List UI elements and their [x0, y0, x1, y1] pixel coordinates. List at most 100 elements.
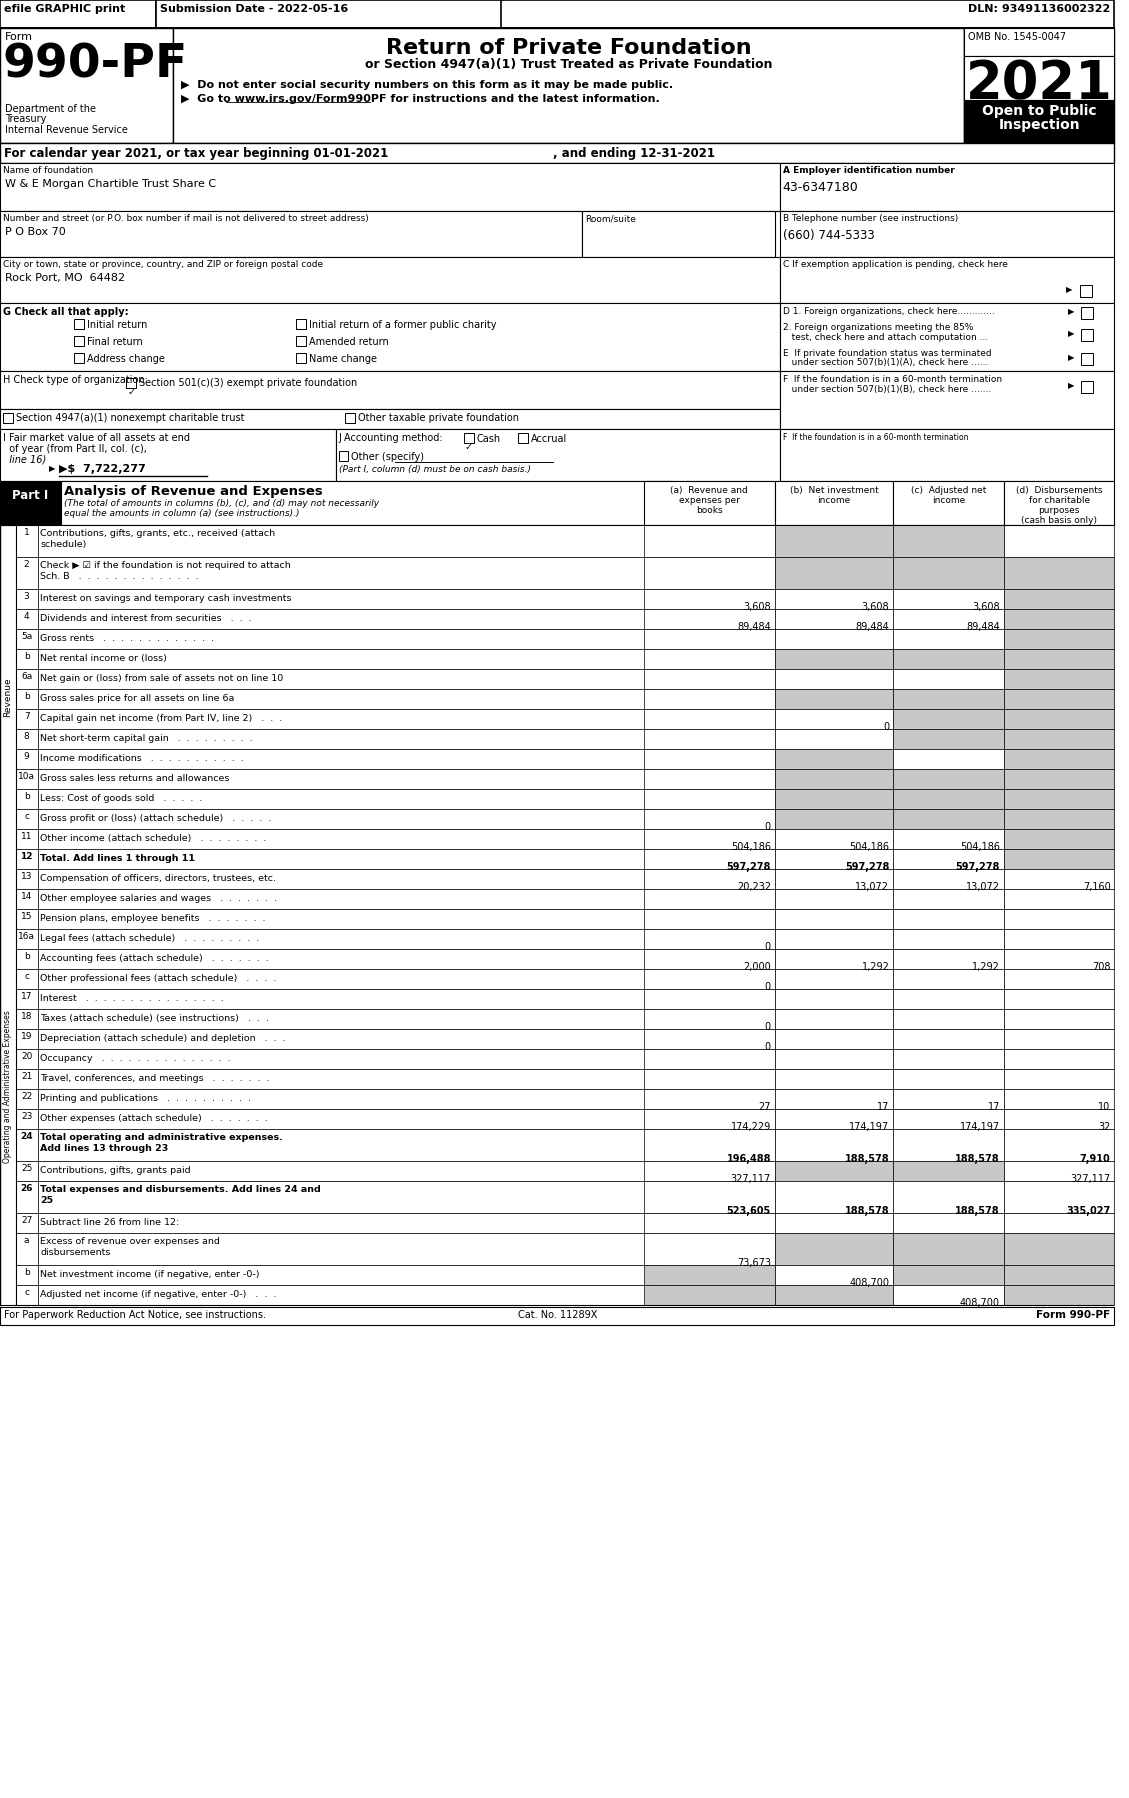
- Text: Interest on savings and temporary cash investments: Interest on savings and temporary cash i…: [41, 593, 292, 602]
- Bar: [37, 1286, 659, 1305]
- Text: 3,608: 3,608: [972, 602, 1000, 611]
- Bar: [75, 352, 84, 363]
- Bar: [16, 989, 37, 1009]
- Text: (a)  Revenue and: (a) Revenue and: [671, 485, 749, 494]
- Bar: [1004, 969, 1114, 989]
- Text: H Check type of organization:: H Check type of organization:: [3, 376, 148, 385]
- Text: 0: 0: [764, 822, 771, 832]
- Text: 19: 19: [21, 1032, 33, 1041]
- Bar: [296, 352, 306, 363]
- Text: 0: 0: [764, 1021, 771, 1032]
- Bar: [644, 910, 774, 930]
- Text: (cash basis only): (cash basis only): [1022, 516, 1097, 525]
- Text: 20: 20: [21, 1052, 33, 1061]
- Bar: [37, 708, 659, 728]
- Text: a: a: [24, 1235, 29, 1244]
- Text: Initial return: Initial return: [87, 320, 147, 331]
- Bar: [464, 433, 474, 442]
- Bar: [0, 144, 1114, 164]
- Bar: [16, 629, 37, 649]
- Bar: [774, 949, 893, 969]
- Text: Taxes (attach schedule) (see instructions)   .  .  .: Taxes (attach schedule) (see instruction…: [41, 1014, 270, 1023]
- Text: income: income: [933, 496, 965, 505]
- Text: Subtract line 26 from line 12:: Subtract line 26 from line 12:: [41, 1217, 180, 1226]
- Bar: [335, 430, 780, 482]
- Text: 2,000: 2,000: [743, 962, 771, 973]
- Bar: [893, 1129, 1004, 1162]
- Text: Adjusted net income (if negative, enter -0-)   .  .  .: Adjusted net income (if negative, enter …: [41, 1289, 277, 1298]
- Bar: [893, 1109, 1004, 1129]
- Bar: [37, 1129, 659, 1162]
- Bar: [1004, 590, 1114, 610]
- Text: ✓: ✓: [465, 442, 473, 451]
- Bar: [37, 989, 659, 1009]
- Text: under section 507(b)(1)(A), check here ......: under section 507(b)(1)(A), check here .…: [782, 358, 988, 367]
- Bar: [893, 708, 1004, 728]
- Bar: [774, 888, 893, 910]
- Bar: [644, 829, 774, 849]
- Bar: [1080, 329, 1093, 342]
- Text: 408,700: 408,700: [849, 1278, 890, 1287]
- Text: 7,160: 7,160: [1083, 883, 1111, 892]
- Text: 10a: 10a: [18, 771, 35, 780]
- Bar: [644, 1233, 774, 1266]
- Bar: [1004, 849, 1114, 868]
- Bar: [774, 1162, 893, 1181]
- Bar: [37, 750, 659, 770]
- Text: 32: 32: [1099, 1122, 1111, 1133]
- Text: City or town, state or province, country, and ZIP or foreign postal code: City or town, state or province, country…: [3, 261, 323, 270]
- Bar: [61, 482, 672, 525]
- Text: For calendar year 2021, or tax year beginning 01-01-2021: For calendar year 2021, or tax year begi…: [3, 147, 388, 160]
- Bar: [16, 557, 37, 590]
- Bar: [37, 949, 659, 969]
- Bar: [37, 868, 659, 888]
- Bar: [774, 708, 893, 728]
- Text: G Check all that apply:: G Check all that apply:: [3, 307, 129, 316]
- Text: expenses per: expenses per: [679, 496, 739, 505]
- Bar: [644, 1214, 774, 1233]
- Text: efile GRAPHIC print: efile GRAPHIC print: [3, 4, 125, 14]
- Text: Net rental income or (loss): Net rental income or (loss): [41, 654, 167, 663]
- Text: Gross rents   .  .  .  .  .  .  .  .  .  .  .  .  .: Gross rents . . . . . . . . . . . . .: [41, 635, 215, 644]
- Bar: [893, 525, 1004, 557]
- Bar: [774, 1028, 893, 1048]
- Text: books: books: [695, 505, 723, 514]
- Text: 2021: 2021: [966, 58, 1113, 110]
- Bar: [774, 789, 893, 809]
- Text: Revenue: Revenue: [3, 678, 12, 717]
- Bar: [16, 1286, 37, 1305]
- Text: c: c: [24, 973, 29, 982]
- Text: purposes: purposes: [1039, 505, 1079, 514]
- Text: Depreciation (attach schedule) and depletion   .  .  .: Depreciation (attach schedule) and deple…: [41, 1034, 286, 1043]
- Bar: [16, 770, 37, 789]
- Bar: [16, 1129, 37, 1162]
- Text: 13: 13: [21, 872, 33, 881]
- Bar: [1080, 307, 1093, 318]
- Text: Net investment income (if negative, enter -0-): Net investment income (if negative, ente…: [41, 1269, 260, 1278]
- Text: c: c: [24, 1287, 29, 1296]
- Bar: [16, 649, 37, 669]
- Text: 174,197: 174,197: [960, 1122, 1000, 1133]
- Text: Other employee salaries and wages   .  .  .  .  .  .  .: Other employee salaries and wages . . . …: [41, 894, 278, 903]
- Bar: [644, 849, 774, 868]
- Text: ▶: ▶: [1068, 381, 1075, 390]
- Text: Check ▶ ☑ if the foundation is not required to attach: Check ▶ ☑ if the foundation is not requi…: [41, 561, 291, 570]
- Text: Other (specify): Other (specify): [351, 451, 425, 462]
- Text: Sch. B   .  .  .  .  .  .  .  .  .  .  .  .  .  .: Sch. B . . . . . . . . . . . . . .: [41, 572, 199, 581]
- Text: A Employer identification number: A Employer identification number: [782, 165, 954, 174]
- Bar: [893, 1009, 1004, 1028]
- Bar: [16, 1090, 37, 1109]
- Bar: [37, 689, 659, 708]
- Bar: [893, 770, 1004, 789]
- Text: ▶: ▶: [1068, 352, 1075, 361]
- Text: Excess of revenue over expenses and: Excess of revenue over expenses and: [41, 1237, 220, 1246]
- Bar: [37, 849, 659, 868]
- Bar: [893, 689, 1004, 708]
- Text: ▶  Do not enter social security numbers on this form as it may be made public.: ▶ Do not enter social security numbers o…: [181, 79, 673, 90]
- Bar: [780, 257, 1114, 304]
- Bar: [0, 29, 1114, 144]
- Bar: [964, 29, 1114, 56]
- Bar: [1004, 1233, 1114, 1266]
- Bar: [16, 750, 37, 770]
- Bar: [893, 1286, 1004, 1305]
